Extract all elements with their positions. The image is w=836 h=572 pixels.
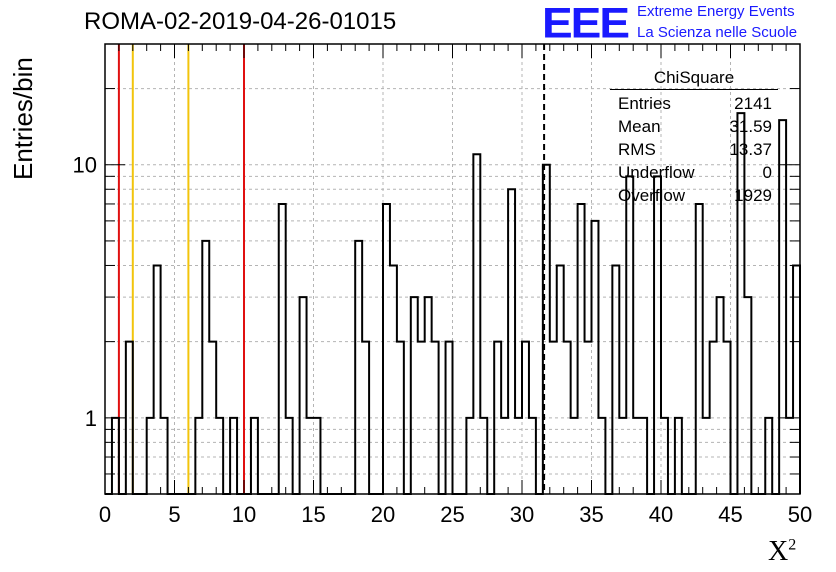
x-tick-label: 45 bbox=[718, 502, 742, 527]
y-axis-label: Entries/bin bbox=[8, 57, 38, 180]
stats-box: ChiSquare Entries 2141 Mean 31.59 RMS 13.37… bbox=[610, 68, 778, 207]
x-tick-label: 0 bbox=[99, 502, 111, 527]
x-tick-label: 50 bbox=[788, 502, 812, 527]
x-tick-label: 15 bbox=[301, 502, 325, 527]
stats-title: ChiSquare bbox=[610, 68, 778, 90]
x-tick-label: 30 bbox=[510, 502, 534, 527]
run-title: ROMA-02-2019-04-26-01015 bbox=[84, 8, 397, 35]
stats-row-rms: RMS 13.37 bbox=[618, 140, 772, 159]
y-tick-label: 10 bbox=[73, 153, 97, 178]
logo-line-1: Extreme Energy Events bbox=[637, 3, 795, 20]
x-tick-label: 25 bbox=[440, 502, 464, 527]
x-tick-label: 40 bbox=[649, 502, 673, 527]
stats-row-entries: Entries 2141 bbox=[618, 94, 772, 113]
stats-row-overflow: Overflow 1929 bbox=[618, 186, 772, 205]
stats-row-underflow: Underflow 0 bbox=[618, 163, 772, 182]
x-tick-label: 5 bbox=[168, 502, 180, 527]
x-axis-label: X2 bbox=[768, 536, 797, 567]
x-tick-label: 10 bbox=[232, 502, 256, 527]
x-tick-label: 35 bbox=[579, 502, 603, 527]
eee-logo: EEE bbox=[542, 0, 630, 47]
stats-row-mean: Mean 31.59 bbox=[618, 117, 772, 136]
y-tick-label: 1 bbox=[85, 406, 97, 431]
x-tick-label: 20 bbox=[371, 502, 395, 527]
logo-line-2: La Scienza nelle Scuole bbox=[637, 24, 798, 41]
